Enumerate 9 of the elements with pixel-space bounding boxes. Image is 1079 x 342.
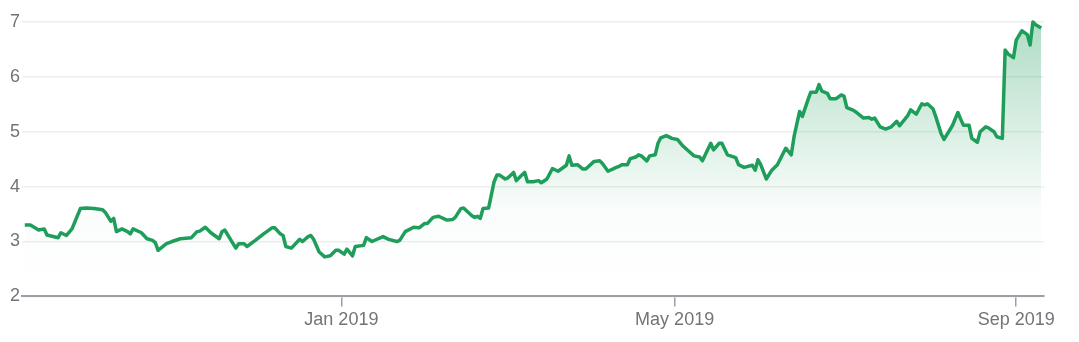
x-tick-label: May 2019 xyxy=(635,309,715,330)
x-tick-label: Sep 2019 xyxy=(977,309,1055,330)
x-tick-label: Jan 2019 xyxy=(304,309,379,330)
y-tick-label: 4 xyxy=(10,175,21,196)
y-tick-label: 5 xyxy=(10,120,21,141)
y-tick-label: 6 xyxy=(10,65,21,86)
y-tick-label: 2 xyxy=(10,285,21,306)
y-tick-label: 7 xyxy=(10,10,21,31)
y-tick-label: 3 xyxy=(10,230,21,251)
